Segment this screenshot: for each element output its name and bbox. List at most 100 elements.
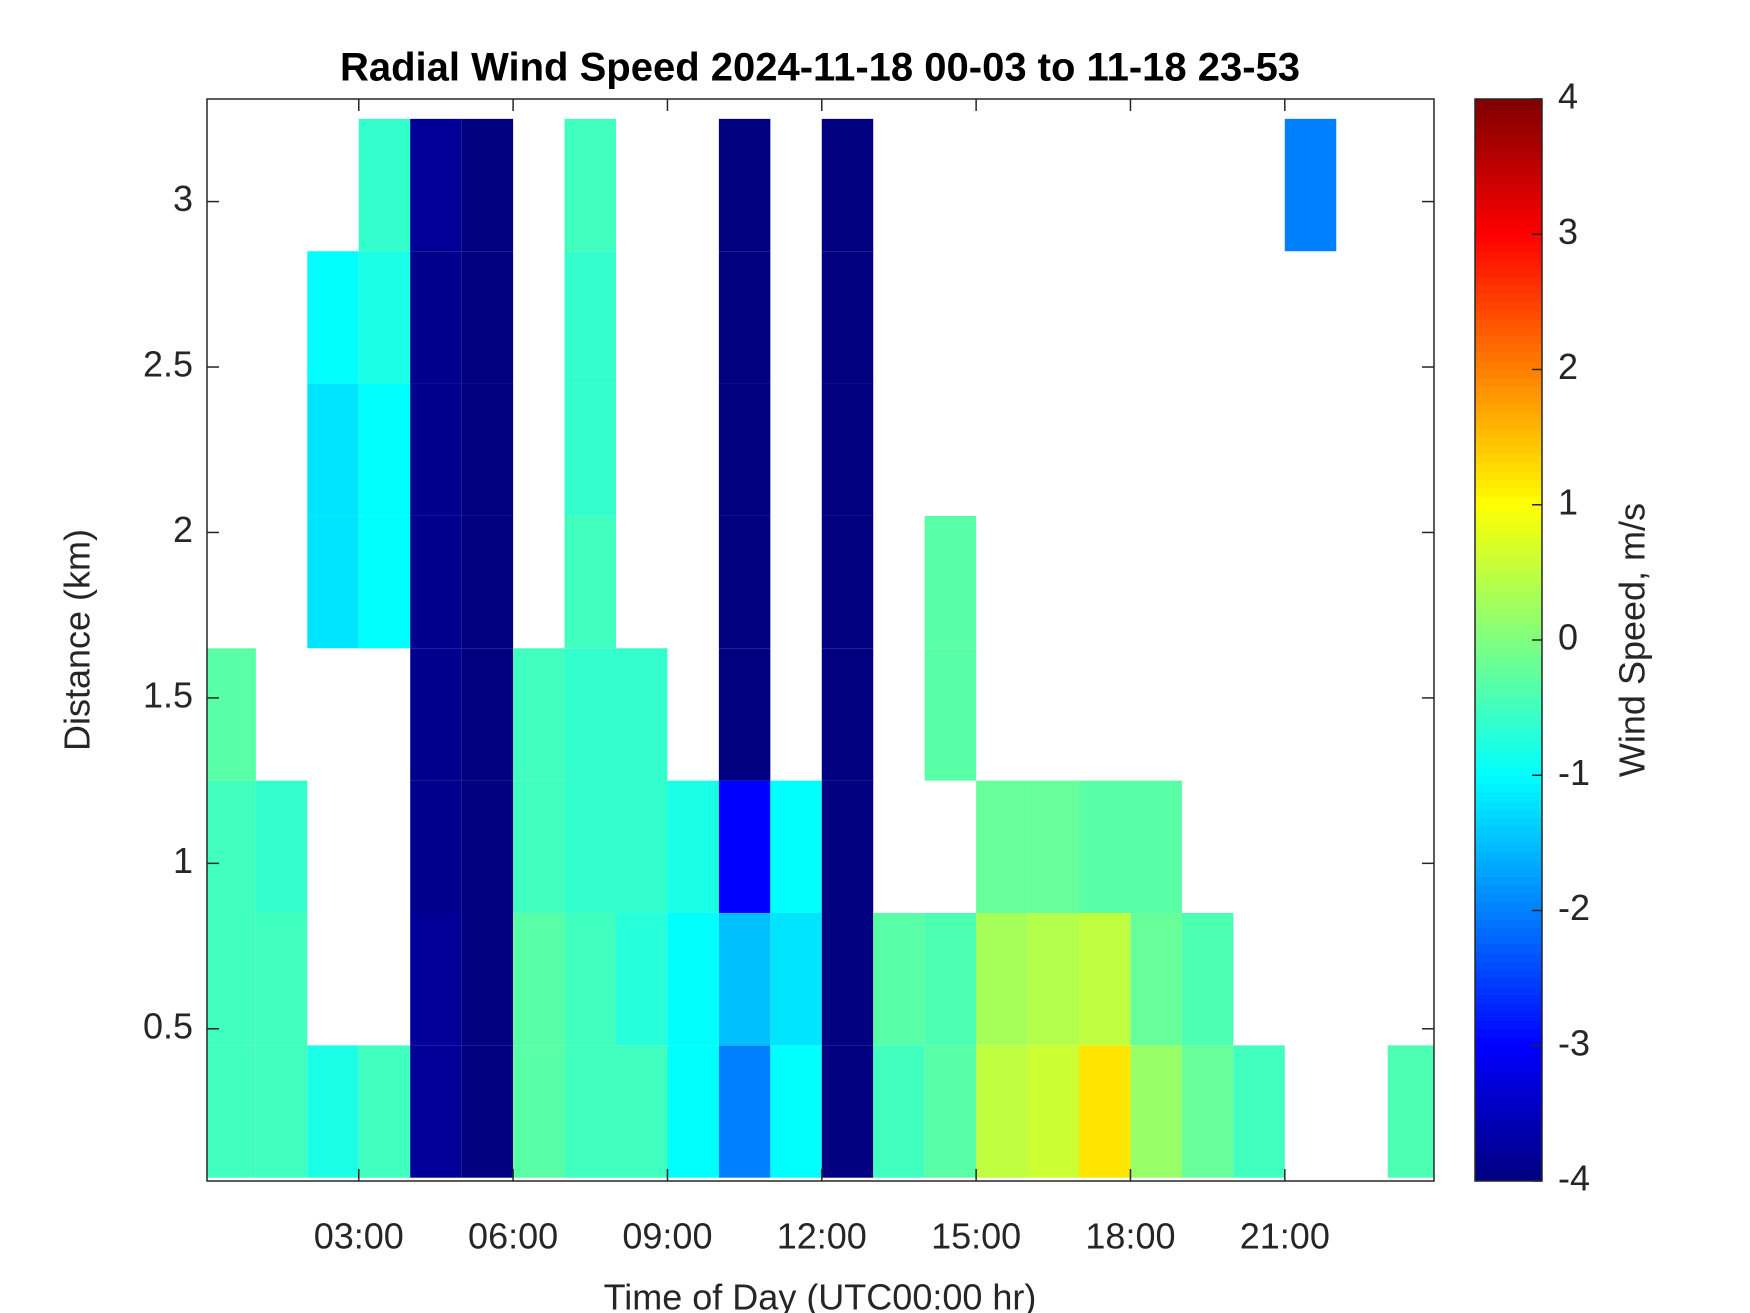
heatmap-cell [718,251,771,384]
colorbar-segment [1475,766,1542,776]
heatmap-cell [461,383,514,516]
heatmap-cell [770,780,822,913]
colorbar-segment [1475,529,1542,540]
colorbar-segment [1475,1104,1542,1114]
colorbar-segment [1475,757,1542,768]
heatmap-cell [410,118,462,252]
heatmap-cell [461,648,514,781]
colorbar-segment [1475,1036,1542,1047]
heatmap-cell [821,780,874,913]
colorbar-segment [1475,554,1542,565]
colorbar-segment [1475,1070,1542,1081]
heatmap-cell [358,1045,411,1178]
heatmap-cell [1027,780,1080,913]
colorbar-segment [1475,842,1542,852]
heatmap-cell [207,780,256,913]
heatmap-cell [718,515,771,649]
colorbar-segment [1475,850,1542,861]
heatmap-cell [1079,780,1131,913]
colorbar-segment [1475,470,1542,480]
colorbar-segment [1475,960,1542,971]
y-tick-label: 1 [173,840,193,881]
heatmap-cell [461,780,514,913]
colorbar-segment [1475,1062,1542,1072]
colorbar-segment [1475,326,1542,337]
colorbar-segment [1475,943,1542,954]
colorbar-segment [1475,817,1542,827]
colorbar-segment [1475,893,1542,903]
heatmap-cell [667,1045,719,1178]
colorbar-segment [1475,588,1542,599]
colorbar-segment [1475,1028,1542,1038]
colorbar-segment [1475,867,1542,878]
heatmap-cell [307,515,359,649]
colorbar-segment [1475,605,1542,616]
y-axis-label: Distance (km) [57,529,98,751]
heatmap-cell [1181,912,1234,1046]
heatmap-cell [1181,1045,1234,1178]
colorbar-segment [1475,436,1542,447]
heatmap-cell [667,912,719,1046]
colorbar-segment [1475,335,1542,345]
colorbar-segment [1475,216,1542,227]
heatmap-cell [770,1045,822,1178]
colorbar-segment [1475,808,1542,819]
colorbar-segment [1475,876,1542,886]
colorbar-segment [1475,292,1542,303]
heatmap-cell [821,251,874,384]
colorbar-segment [1475,1087,1542,1097]
colorbar-segment [1475,191,1542,201]
x-tick-label: 18:00 [1085,1216,1175,1257]
heatmap-cell [718,1045,771,1178]
y-tick-label: 1.5 [143,674,193,715]
colorbar-segment [1475,267,1542,278]
colorbar-segment [1475,622,1542,633]
heatmap-cell [513,648,565,781]
x-tick-label: 09:00 [622,1216,712,1257]
colorbar-segment [1475,732,1542,742]
heatmap-cell [1027,1045,1080,1178]
colorbar-segment [1475,369,1542,379]
heatmap-cell [564,1045,616,1178]
colorbar-segment [1475,918,1542,928]
colorbar-segment [1475,563,1542,573]
colorbar-segment [1475,428,1542,438]
colorbar-segment [1475,833,1542,844]
colorbar-segment [1475,571,1542,582]
y-tick-label: 2.5 [143,344,193,385]
colorbar-segment [1475,183,1542,193]
colorbar-segment [1475,901,1542,911]
colorbar-segment [1475,538,1542,548]
x-tick-label: 12:00 [777,1216,867,1257]
heatmap-cell [513,780,565,913]
colorbar-segment [1475,631,1542,641]
heatmap-cell [924,912,977,1046]
x-axis-label: Time of Day (UTC00:00 hr) [604,1277,1037,1313]
heatmap-cell [564,118,616,252]
colorbar-segment [1475,1155,1542,1165]
heatmap-cell [1130,1045,1182,1178]
colorbar-segment [1475,926,1542,937]
colorbar-segment [1475,690,1542,700]
heatmap-cell [461,912,514,1046]
heatmap-cell [873,912,925,1046]
heatmap-cell [770,912,822,1046]
colorbar-segment [1475,284,1542,294]
colorbar-segment [1475,208,1542,218]
heatmap-cell [976,780,1028,913]
colorbar-segment [1475,123,1542,134]
heatmap-cell [461,515,514,649]
heatmap-cell [358,383,411,516]
colorbar-segment [1475,487,1542,497]
heatmap-cell [821,648,874,781]
colorbar-segment [1475,986,1542,996]
heatmap-cell [461,118,514,252]
heatmap-cell [461,251,514,384]
x-tick-label: 03:00 [314,1216,404,1257]
heatmap-cell [207,648,256,781]
heatmap-cell [410,648,462,781]
x-tick-label: 21:00 [1240,1216,1330,1257]
colorbar-segment [1475,259,1542,269]
colorbar-tick-label: 4 [1558,76,1578,117]
heatmap-cell [873,1045,925,1178]
